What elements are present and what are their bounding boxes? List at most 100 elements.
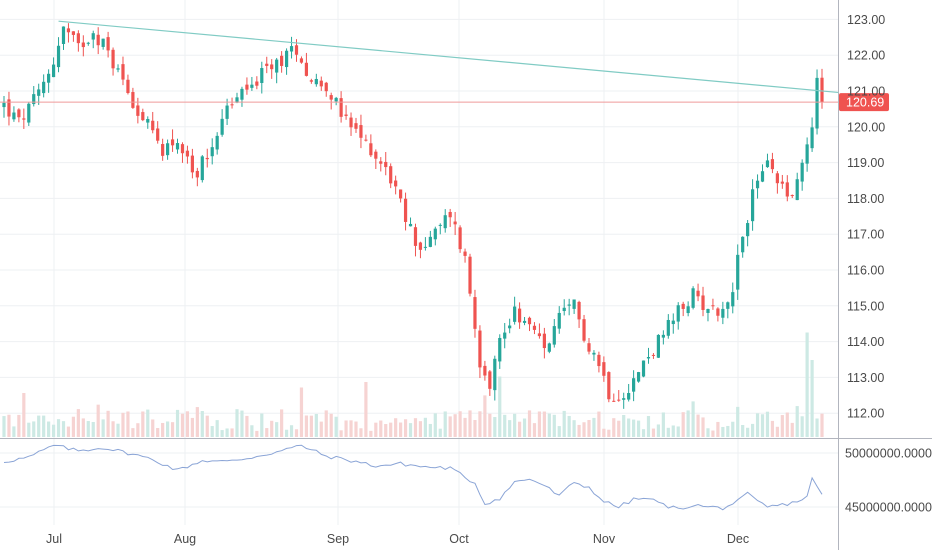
candle[interactable]	[156, 121, 160, 144]
candle[interactable]	[12, 106, 16, 122]
candle[interactable]	[800, 159, 804, 191]
candle[interactable]	[304, 52, 309, 77]
candle[interactable]	[408, 217, 413, 227]
candle[interactable]	[508, 318, 512, 334]
candle[interactable]	[389, 163, 393, 189]
candle[interactable]	[716, 307, 720, 322]
trendline[interactable]	[58, 20, 839, 94]
candle[interactable]	[646, 347, 651, 364]
candle[interactable]	[622, 392, 626, 409]
candle[interactable]	[334, 96, 338, 106]
candle[interactable]	[17, 108, 21, 123]
candle[interactable]	[240, 86, 244, 107]
candle[interactable]	[636, 371, 641, 383]
candle[interactable]	[76, 30, 80, 52]
candle[interactable]	[116, 64, 120, 73]
candle[interactable]	[433, 226, 437, 246]
candle[interactable]	[47, 69, 51, 93]
candle[interactable]	[750, 179, 755, 231]
candle[interactable]	[706, 308, 710, 322]
candle[interactable]	[820, 68, 824, 109]
candle[interactable]	[592, 350, 596, 361]
candle[interactable]	[71, 31, 76, 42]
candle[interactable]	[651, 353, 656, 359]
candle[interactable]	[245, 77, 249, 95]
candle[interactable]	[681, 301, 685, 317]
candle[interactable]	[661, 330, 665, 345]
candle[interactable]	[339, 91, 343, 123]
candle[interactable]	[587, 338, 591, 355]
candle[interactable]	[146, 116, 150, 129]
candle[interactable]	[686, 301, 690, 317]
candle[interactable]	[413, 223, 418, 257]
candle[interactable]	[666, 314, 670, 339]
candle[interactable]	[790, 194, 794, 199]
candle[interactable]	[522, 316, 527, 326]
candle[interactable]	[289, 36, 294, 59]
candle[interactable]	[384, 151, 388, 176]
candle[interactable]	[314, 73, 318, 87]
candle[interactable]	[250, 76, 254, 91]
candle[interactable]	[428, 230, 432, 248]
candle[interactable]	[602, 356, 606, 382]
candle[interactable]	[329, 92, 333, 110]
candle[interactable]	[215, 132, 219, 155]
candle[interactable]	[795, 172, 799, 201]
candle[interactable]	[32, 86, 36, 107]
candle[interactable]	[319, 76, 323, 91]
candle[interactable]	[324, 81, 328, 97]
candle[interactable]	[721, 301, 725, 325]
candle[interactable]	[161, 138, 165, 161]
candle[interactable]	[86, 41, 90, 46]
candle[interactable]	[151, 111, 155, 134]
candle[interactable]	[557, 306, 561, 334]
candle[interactable]	[517, 302, 522, 329]
candle[interactable]	[627, 383, 631, 402]
candle[interactable]	[399, 189, 403, 203]
candle[interactable]	[765, 153, 770, 168]
candle[interactable]	[458, 225, 462, 253]
candle[interactable]	[175, 138, 180, 154]
candle[interactable]	[607, 371, 611, 403]
candle[interactable]	[567, 298, 571, 316]
candle[interactable]	[374, 149, 378, 169]
candle[interactable]	[562, 299, 566, 316]
candle[interactable]	[746, 220, 750, 247]
candle[interactable]	[760, 164, 765, 183]
candle[interactable]	[121, 56, 125, 86]
candle[interactable]	[7, 91, 11, 126]
candle[interactable]	[91, 30, 95, 49]
candle[interactable]	[42, 74, 46, 98]
candle[interactable]	[27, 102, 31, 126]
candle[interactable]	[284, 48, 289, 75]
candle[interactable]	[498, 334, 502, 369]
candle[interactable]	[483, 360, 487, 381]
overlays[interactable]: 120.69	[0, 20, 889, 112]
candle[interactable]	[131, 87, 135, 109]
candle[interactable]	[810, 117, 814, 152]
candle[interactable]	[403, 192, 408, 231]
candle[interactable]	[205, 148, 209, 168]
candle[interactable]	[532, 322, 537, 335]
candle[interactable]	[270, 59, 274, 79]
candle[interactable]	[731, 282, 735, 314]
candle[interactable]	[309, 78, 313, 84]
candle[interactable]	[394, 175, 398, 195]
candle[interactable]	[488, 370, 492, 396]
candle[interactable]	[448, 208, 452, 227]
candle[interactable]	[260, 61, 264, 94]
candle[interactable]	[656, 334, 660, 359]
candle[interactable]	[200, 155, 204, 183]
candle[interactable]	[641, 360, 646, 378]
candle[interactable]	[369, 134, 373, 158]
candle[interactable]	[81, 35, 85, 57]
candle[interactable]	[736, 244, 740, 300]
candle[interactable]	[379, 157, 383, 172]
candle[interactable]	[359, 114, 363, 149]
candle[interactable]	[111, 47, 115, 76]
candle[interactable]	[691, 286, 695, 310]
candle[interactable]	[418, 241, 423, 259]
candle[interactable]	[51, 57, 56, 78]
candle[interactable]	[755, 174, 760, 199]
